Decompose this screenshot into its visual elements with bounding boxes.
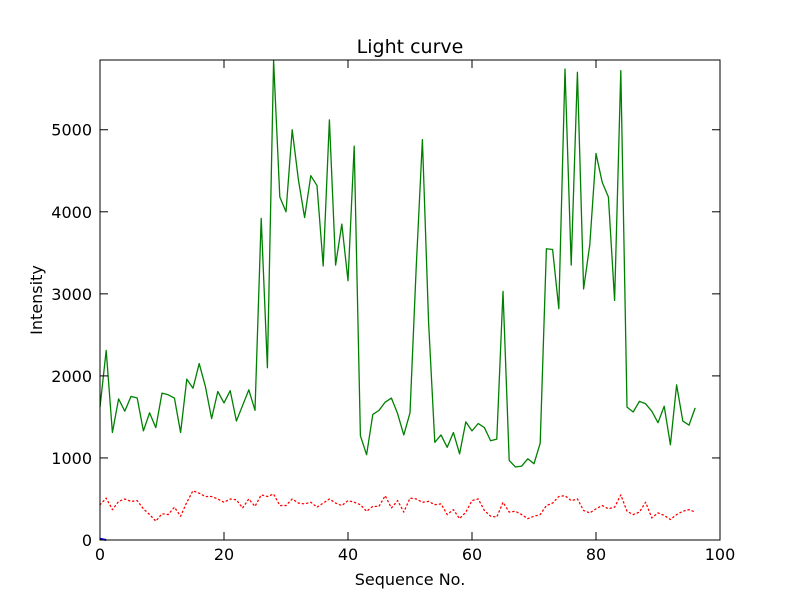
plot-background: [100, 60, 720, 540]
y-tick-label: 2000: [51, 367, 92, 386]
y-tick-label: 5000: [51, 121, 92, 140]
x-tick-label: 100: [705, 545, 736, 564]
y-axis-title: Intensity: [27, 265, 46, 335]
series-line-0: [99, 60, 696, 468]
y-tick-label: 1000: [51, 449, 92, 468]
y-tick-label: 3000: [51, 285, 92, 304]
plot-frame: [99, 59, 721, 541]
y-tick-label: 0: [82, 531, 92, 550]
x-tick-label: 40: [338, 545, 358, 564]
x-tick-label: 80: [586, 545, 606, 564]
x-tick-label: 0: [95, 545, 105, 564]
x-axis-title: Sequence No.: [355, 570, 466, 589]
series-line-1: [99, 490, 696, 522]
x-tick-label: 60: [462, 545, 482, 564]
chart-title: Light curve: [357, 36, 464, 58]
y-tick-label: 4000: [51, 203, 92, 222]
x-tick-label: 20: [214, 545, 234, 564]
